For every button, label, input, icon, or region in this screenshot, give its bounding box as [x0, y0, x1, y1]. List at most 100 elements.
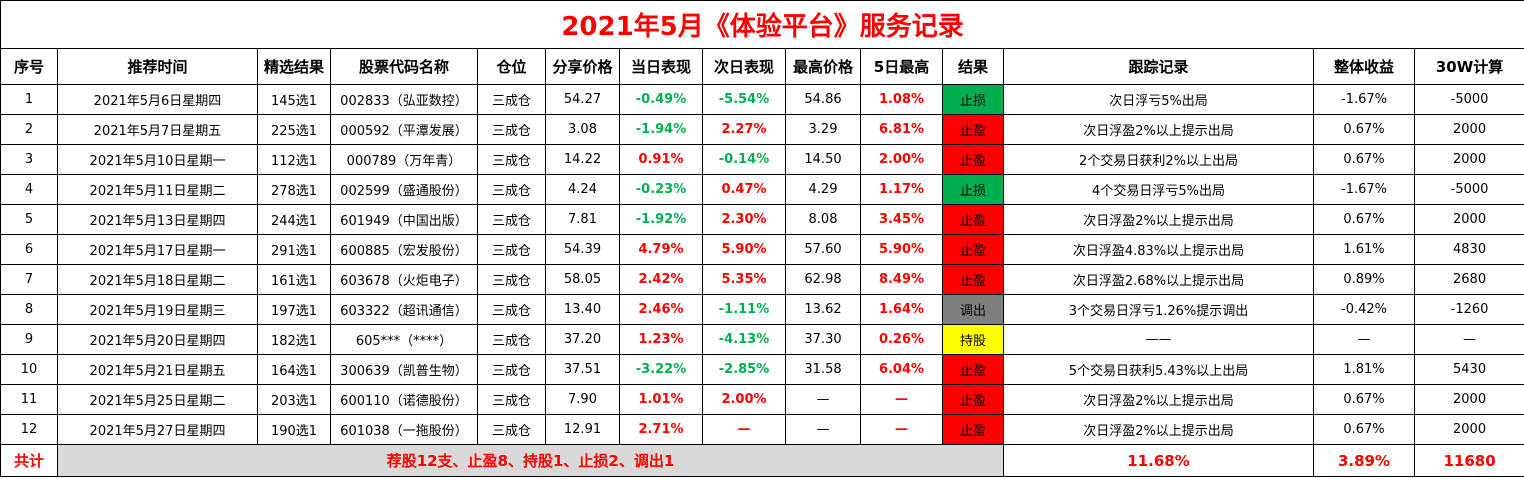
overall-gain: 0.67%: [1313, 144, 1415, 175]
tracking-note: 次日浮亏5%出局: [1003, 84, 1314, 115]
header-cell: 30W计算: [1413, 48, 1524, 85]
share-price: 7.90: [545, 384, 620, 415]
row-number: 11: [0, 384, 58, 415]
position: 三成仓: [477, 414, 546, 445]
header-cell: 结果: [942, 48, 1004, 85]
day-change: 4.79%: [619, 234, 703, 265]
calc-30w: 2000: [1413, 114, 1524, 145]
position: 三成仓: [477, 204, 546, 235]
table-row: 11 2021年5月25日星期二 203选1 600110（诺德股份） 三成仓 7.90 1…: [0, 384, 1524, 415]
next-day-change: 2.30%: [702, 204, 786, 235]
total-calc: 11680: [1413, 444, 1524, 477]
overall-gain: 0.67%: [1313, 384, 1415, 415]
five-day-high: 5.90%: [860, 234, 943, 265]
recommend-date: 2021年5月18日星期二: [57, 264, 258, 295]
highest-price: —: [785, 384, 861, 415]
stock-name: 601949（中国出版）: [330, 204, 478, 235]
share-price: 14.22: [545, 144, 620, 175]
recommend-date: 2021年5月19日星期三: [57, 294, 258, 325]
pick-result: 278选1: [257, 174, 331, 205]
table-row: 1 2021年5月6日星期四 145选1 002833（弘亚数控） 三成仓 54.27 -0…: [0, 84, 1524, 115]
overall-gain: -0.42%: [1313, 294, 1415, 325]
stock-name: 605***（****）: [330, 324, 478, 355]
stock-name: 600110（诺德股份）: [330, 384, 478, 415]
total-track: 11.68%: [1003, 444, 1314, 477]
tracking-note: 5个交易日获利5.43%以上出局: [1003, 354, 1314, 385]
row-number: 2: [0, 114, 58, 145]
table-row: 5 2021年5月13日星期四 244选1 601949（中国出版） 三成仓 7.81 -1…: [0, 204, 1524, 235]
share-price: 13.40: [545, 294, 620, 325]
row-number: 6: [0, 234, 58, 265]
share-price: 37.20: [545, 324, 620, 355]
recommend-date: 2021年5月21日星期五: [57, 354, 258, 385]
share-price: 3.08: [545, 114, 620, 145]
result-badge: 调出: [942, 294, 1004, 325]
table-row: 3 2021年5月10日星期一 112选1 000789（万年青） 三成仓 14.22 0.…: [0, 144, 1524, 175]
stock-name: 603322（超讯通信）: [330, 294, 478, 325]
highest-price: 13.62: [785, 294, 861, 325]
calc-30w: 4830: [1413, 234, 1524, 265]
header-cell: 整体收益: [1313, 48, 1415, 85]
position: 三成仓: [477, 174, 546, 205]
table-row: 12 2021年5月27日星期四 190选1 601038（一拖股份） 三成仓 12.91…: [0, 414, 1524, 445]
share-price: 54.39: [545, 234, 620, 265]
header-cell: 序号: [0, 48, 58, 85]
overall-gain: 1.81%: [1313, 354, 1415, 385]
pick-result: 291选1: [257, 234, 331, 265]
tracking-note: 2个交易日获利2%以上出局: [1003, 144, 1314, 175]
calc-30w: 2000: [1413, 414, 1524, 445]
header-cell: 跟踪记录: [1003, 48, 1314, 85]
result-badge: 止盈: [942, 414, 1004, 445]
stock-name: 000789（万年青）: [330, 144, 478, 175]
overall-gain: 0.67%: [1313, 114, 1415, 145]
next-day-change: -1.11%: [702, 294, 786, 325]
calc-30w: 2680: [1413, 264, 1524, 295]
stock-name: 002599（盛通股份）: [330, 174, 478, 205]
total-gain: 3.89%: [1313, 444, 1415, 477]
total-summary: 荐股12支、止盈8、持股1、止损2、调出1: [57, 444, 1004, 477]
result-badge: 止损: [942, 174, 1004, 205]
row-number: 4: [0, 174, 58, 205]
calc-30w: -1260: [1413, 294, 1524, 325]
calc-30w: 5430: [1413, 354, 1524, 385]
next-day-change: -0.14%: [702, 144, 786, 175]
position: 三成仓: [477, 84, 546, 115]
table-row: 6 2021年5月17日星期一 291选1 600885（宏发股份） 三成仓 54.39 4…: [0, 234, 1524, 265]
five-day-high: 1.64%: [860, 294, 943, 325]
tracking-note: ——: [1003, 324, 1314, 355]
row-number: 3: [0, 144, 58, 175]
table-row: 10 2021年5月21日星期五 164选1 300639（凯普生物） 三成仓 37.51…: [0, 354, 1524, 385]
day-change: 2.71%: [619, 414, 703, 445]
result-badge: 止盈: [942, 114, 1004, 145]
pick-result: 112选1: [257, 144, 331, 175]
five-day-high: 3.45%: [860, 204, 943, 235]
total-row: 共计 荐股12支、止盈8、持股1、止损2、调出1 11.68% 3.89% 11…: [0, 444, 1524, 477]
recommend-date: 2021年5月17日星期一: [57, 234, 258, 265]
table-row: 9 2021年5月20日星期四 182选1 605***（****） 三成仓 37.20 1…: [0, 324, 1524, 355]
five-day-high: 1.08%: [860, 84, 943, 115]
stock-name: 300639（凯普生物）: [330, 354, 478, 385]
five-day-high: 2.00%: [860, 144, 943, 175]
next-day-change: -2.85%: [702, 354, 786, 385]
pick-result: 182选1: [257, 324, 331, 355]
day-change: -0.23%: [619, 174, 703, 205]
next-day-change: -4.13%: [702, 324, 786, 355]
highest-price: 4.29: [785, 174, 861, 205]
stock-name: 000592（平潭发展）: [330, 114, 478, 145]
table-row: 7 2021年5月18日星期二 161选1 603678（火炬电子） 三成仓 58.05 2…: [0, 264, 1524, 295]
day-change: -0.49%: [619, 84, 703, 115]
position: 三成仓: [477, 294, 546, 325]
overall-gain: 1.61%: [1313, 234, 1415, 265]
highest-price: —: [785, 414, 861, 445]
header-cell: 次日表现: [702, 48, 786, 85]
calc-30w: 2000: [1413, 144, 1524, 175]
highest-price: 14.50: [785, 144, 861, 175]
tracking-note: 次日浮盈4.83%以上提示出局: [1003, 234, 1314, 265]
row-number: 10: [0, 354, 58, 385]
row-number: 1: [0, 84, 58, 115]
overall-gain: -1.67%: [1313, 174, 1415, 205]
stock-name: 600885（宏发股份）: [330, 234, 478, 265]
recommend-date: 2021年5月27日星期四: [57, 414, 258, 445]
overall-gain: 0.89%: [1313, 264, 1415, 295]
header-cell: 精选结果: [257, 48, 331, 85]
